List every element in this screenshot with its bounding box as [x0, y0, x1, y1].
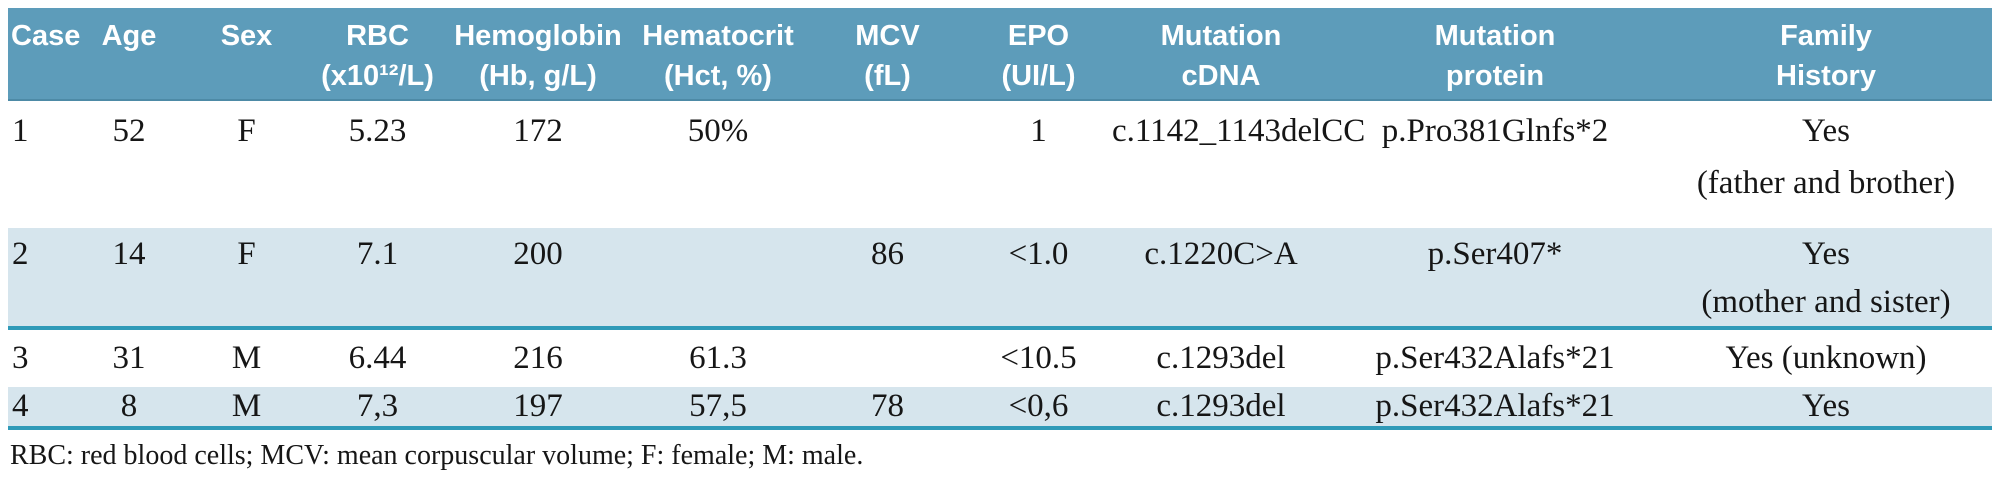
col-header-label: RBC: [346, 20, 409, 52]
col-header-label: Case: [11, 20, 81, 52]
cell-hemoglobin: 200: [450, 228, 626, 330]
cell-hematocrit: 57,5: [626, 387, 810, 430]
cell-epo: <1.0: [965, 228, 1112, 330]
col-header-unit: (Hct, %): [664, 60, 772, 92]
cell-age: 14: [70, 228, 188, 330]
cell-sex: F: [237, 113, 256, 149]
table-row-case-4: 4 8 M 7,3 197 57,5 78 <0,6 c.1293del p.Ser432Alaf…: [8, 387, 1992, 430]
cell-hemoglobin: 197: [450, 387, 626, 430]
col-header-sex: Sex: [188, 8, 305, 101]
cell-rbc: 7,3: [305, 387, 450, 430]
table-header-row: Case Age Sex RBC (x10¹²/L) Hemoglobin (Hb, g/L…: [8, 8, 1992, 101]
table-body: 1 52 F 5.23 172 50% 1 c.1142_1143delCC p.Pro381G…: [8, 100, 1992, 430]
table-header: Case Age Sex RBC (x10¹²/L) Hemoglobin (Hb, g/L…: [8, 8, 1992, 101]
cell-epo: <0,6: [965, 387, 1112, 430]
col-header-label: Mutation: [1160, 20, 1282, 52]
col-header-label: Family: [1780, 20, 1872, 52]
col-header-unit: (UI/L): [1001, 60, 1076, 92]
col-header-mcv: MCV (fL): [810, 8, 965, 101]
cell-mutation-cdna: c.1220C>A: [1112, 228, 1330, 330]
col-header-label: MCV: [855, 20, 920, 52]
cell-hematocrit: 50%: [687, 113, 749, 149]
cell-age: 52: [112, 113, 146, 149]
col-header-unit: cDNA: [1181, 60, 1261, 92]
cell-age: 31: [112, 340, 146, 376]
cell-family-history: Yes (mother and sister): [1660, 228, 1992, 330]
cell-mutation-cdna: c.1293del: [1112, 387, 1330, 430]
col-header-label: Hemoglobin: [454, 20, 622, 52]
cell-mutation-protein: p.Ser407*: [1330, 228, 1660, 330]
col-header-unit: (Hb, g/L): [479, 60, 597, 92]
cell-family-history: Yes (father and brother): [1696, 113, 1956, 201]
cell-mcv: 86: [810, 228, 965, 330]
cell-case: 4: [8, 387, 70, 430]
col-header-rbc: RBC (x10¹²/L): [305, 8, 450, 101]
patient-data-table: Case Age Sex RBC (x10¹²/L) Hemoglobin (Hb, g/L…: [8, 8, 1992, 430]
cell-mutation-cdna: c.1142_1143delCC: [1112, 113, 1366, 149]
col-header-mutation-protein: Mutation protein: [1330, 8, 1660, 101]
col-header-hematocrit: Hematocrit (Hct, %): [626, 8, 810, 101]
col-header-label: Mutation: [1434, 20, 1556, 52]
col-header-label: Hematocrit: [642, 20, 794, 52]
patient-table-figure: Case Age Sex RBC (x10¹²/L) Hemoglobin (Hb, g/L…: [8, 8, 1992, 471]
col-header-label: Sex: [220, 20, 273, 52]
col-header-age: Age: [70, 8, 188, 101]
cell-case: 1: [12, 113, 29, 149]
col-header-case: Case: [8, 8, 81, 101]
col-header-unit: (x10¹²/L): [321, 60, 434, 92]
cell-hemoglobin: 216: [513, 340, 563, 376]
cell-family-history: Yes: [1660, 387, 1992, 430]
cell-mcv: [810, 100, 965, 228]
cell-rbc: 5.23: [348, 113, 407, 149]
col-header-unit: History: [1776, 60, 1876, 92]
col-header-unit: protein: [1445, 60, 1545, 92]
col-header-family-history: Family History: [1660, 8, 1992, 101]
cell-mutation-protein: p.Pro381Glnfs*2: [1381, 113, 1609, 149]
table-footnote: RBC: red blood cells; MCV: mean corpuscu…: [10, 440, 864, 471]
cell-age: 8: [70, 387, 188, 430]
col-header-epo: EPO (UI/L): [965, 8, 1112, 101]
col-header-hemoglobin: Hemoglobin (Hb, g/L): [450, 8, 626, 101]
cell-hematocrit: [626, 228, 810, 330]
cell-mcv: 78: [810, 387, 965, 430]
col-header-mutation-cdna: Mutation cDNA: [1112, 8, 1330, 101]
cell-sex: M: [231, 340, 262, 376]
cell-family-history: Yes (unknown): [1725, 340, 1927, 376]
cell-case: 3: [12, 340, 29, 376]
cell-case: 2: [8, 228, 70, 330]
cell-hematocrit: 61.3: [689, 340, 747, 376]
col-header-unit: (fL): [864, 60, 911, 92]
table-row-case-2: 2 14 F 7.1 200 86 <1.0 c.1220C>A p.Ser407* Yes (m…: [8, 228, 1992, 330]
cell-epo: <10.5: [1000, 340, 1077, 376]
col-header-label: Age: [101, 20, 157, 52]
table-row-case-3: 3 31 M 6.44 216 61.3 <10.5 c.1293del p.Ser432Ala…: [8, 328, 1992, 387]
cell-epo: 1: [1030, 113, 1047, 149]
cell-mcv: [810, 328, 965, 387]
cell-hemoglobin: 172: [513, 113, 563, 149]
table-row-case-1: 1 52 F 5.23 172 50% 1 c.1142_1143delCC p.Pro381G…: [8, 100, 1992, 228]
cell-mutation-cdna: c.1293del: [1156, 340, 1286, 376]
cell-rbc: 7.1: [305, 228, 450, 330]
cell-mutation-protein: p.Ser432Alafs*21: [1375, 340, 1615, 376]
cell-rbc: 6.44: [348, 340, 407, 376]
col-header-label: EPO: [1007, 20, 1070, 52]
cell-mutation-protein: p.Ser432Alafs*21: [1330, 387, 1660, 430]
cell-sex: F: [188, 228, 305, 330]
cell-sex: M: [188, 387, 305, 430]
